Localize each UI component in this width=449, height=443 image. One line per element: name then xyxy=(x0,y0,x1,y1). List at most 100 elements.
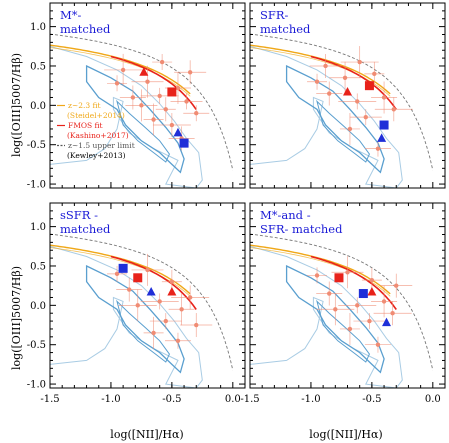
blue-square-marker xyxy=(118,263,128,273)
data-point xyxy=(120,67,126,73)
data-point xyxy=(130,95,136,100)
y-tick-label: -0.5 xyxy=(27,340,46,351)
contour-inner xyxy=(285,64,385,174)
data-point xyxy=(157,299,162,304)
data-point xyxy=(342,75,348,80)
data-point xyxy=(145,267,150,273)
y-axis-title-top: log([OIII]5007/Hβ) xyxy=(10,53,23,157)
x-tick-label: -0.5 xyxy=(162,394,181,405)
data-point xyxy=(169,279,175,284)
blue-square-marker xyxy=(358,289,368,299)
red-triangle-marker xyxy=(139,67,149,76)
contour-inner xyxy=(85,264,185,374)
panel-label: SFR- matched xyxy=(260,222,343,236)
y-tick-label: 1.0 xyxy=(30,22,46,33)
kewley-upper-limit-line xyxy=(50,33,234,171)
y-tick-label: -0.5 xyxy=(27,140,46,151)
data-point xyxy=(127,287,132,292)
data-point xyxy=(327,91,332,96)
data-point xyxy=(157,93,162,99)
x-tick-label: -0.5 xyxy=(362,394,381,405)
data-point xyxy=(175,85,181,91)
y-tick-label: 0.5 xyxy=(30,61,46,72)
data-point xyxy=(314,273,320,278)
contour-outer xyxy=(50,45,203,188)
data-point xyxy=(184,99,189,104)
y-tick-label: 0.5 xyxy=(30,261,46,272)
contour-core xyxy=(316,299,370,363)
data-point xyxy=(179,307,184,312)
y-tick-label: 1.0 xyxy=(30,222,46,233)
contour-core xyxy=(116,299,170,363)
data-point xyxy=(345,270,350,275)
data-point xyxy=(159,59,165,65)
data-point xyxy=(390,311,395,316)
kashino-fit-line xyxy=(110,55,197,110)
data-point xyxy=(187,70,193,75)
data-point xyxy=(369,277,375,283)
data-point xyxy=(347,126,353,132)
panel-label: matched xyxy=(60,22,111,36)
panel-label: M*-and - xyxy=(260,208,311,222)
data-point xyxy=(355,303,360,308)
panel-4: -1.5 -1.0 -0.5 0.0 M*-and -SFR- matched xyxy=(240,202,446,405)
kashino-fit-line xyxy=(310,55,397,110)
red-triangle-marker xyxy=(343,86,352,96)
red-triangle-marker xyxy=(367,286,377,296)
x-axis-title-left: log([NII]/Hα) xyxy=(110,428,183,441)
kewley-upper-limit-line xyxy=(250,233,434,371)
contour-core xyxy=(116,99,170,163)
x-axis-title-right: log([NII]/Hα) xyxy=(309,428,382,441)
contour-core xyxy=(316,99,370,163)
red-square-marker xyxy=(133,273,143,283)
legend-label: z~1.5 upper limit xyxy=(68,141,135,150)
panel-label: M*- xyxy=(60,8,82,22)
data-point xyxy=(169,122,175,128)
data-point xyxy=(357,59,362,65)
panel-label: SFR- xyxy=(260,8,289,22)
legend: z~2.3 fit(Steidel+2014)FMOS fit(Kashino+… xyxy=(57,101,135,160)
y-tick-label: -1.0 xyxy=(27,380,46,391)
blue-square-marker xyxy=(179,138,189,148)
blue-triangle-marker xyxy=(377,133,387,142)
data-point xyxy=(139,103,144,108)
data-point xyxy=(372,71,377,77)
legend-label: FMOS fit xyxy=(68,121,103,130)
y-tick-label: -1.0 xyxy=(27,180,46,191)
legend-label: z~2.3 fit xyxy=(68,101,101,110)
kashino-fit-line xyxy=(110,255,197,310)
data-point xyxy=(163,318,168,324)
data-point xyxy=(175,338,181,343)
kewley-upper-limit-line xyxy=(50,233,234,371)
blue-triangle-marker xyxy=(146,286,156,296)
y-tick-label: 0.0 xyxy=(30,301,46,312)
panel-2: SFR-matched xyxy=(249,2,446,189)
data-point xyxy=(187,295,193,300)
data-point xyxy=(151,117,156,122)
data-point xyxy=(381,95,387,100)
data-point xyxy=(375,342,381,347)
data-point xyxy=(151,330,156,336)
data-point xyxy=(114,81,120,86)
legend-label: (Kewley+2013) xyxy=(67,151,126,160)
data-point xyxy=(391,107,397,112)
panel-label: sSFR - xyxy=(60,208,98,222)
legend-label: (Steidel+2014) xyxy=(67,111,125,120)
data-point xyxy=(194,111,199,116)
data-point xyxy=(367,318,372,324)
y-tick-label: 0.0 xyxy=(30,101,46,112)
data-point xyxy=(375,146,381,151)
data-point xyxy=(323,63,328,69)
red-square-marker xyxy=(334,273,344,283)
panel-label: matched xyxy=(260,22,311,36)
panel-1: 1.0 0.5 0.0 -0.5 -1.0 M*-matched xyxy=(27,2,246,191)
red-square-marker xyxy=(364,81,374,91)
blue-square-marker xyxy=(379,120,389,130)
contour-inner xyxy=(285,264,385,374)
x-tick-label: 0.0 xyxy=(425,394,441,405)
x-tick-label: -1.0 xyxy=(301,394,320,405)
data-point xyxy=(135,303,140,308)
panel-label: matched xyxy=(60,222,111,236)
contour-outer xyxy=(250,245,403,388)
